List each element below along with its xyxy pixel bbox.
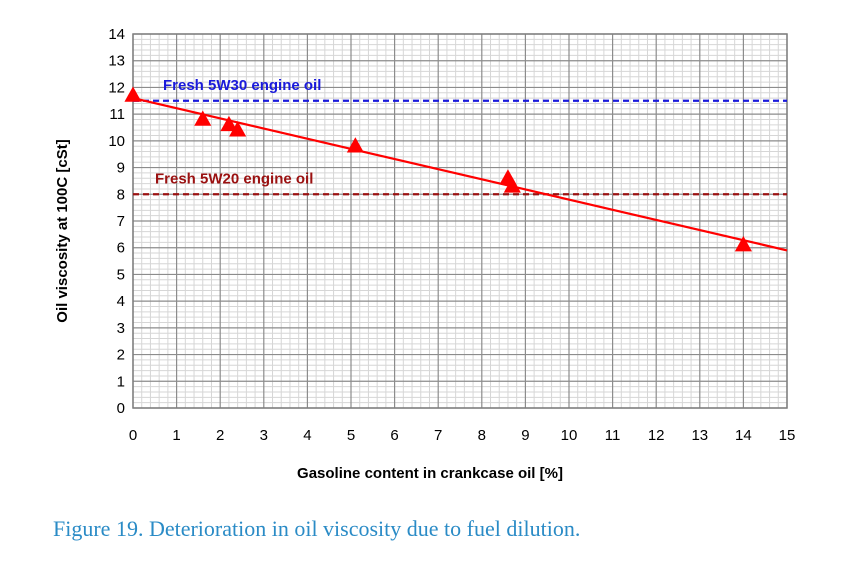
data-point-triangle <box>229 121 247 137</box>
y-tick-label: 5 <box>117 266 125 283</box>
x-tick-label: 8 <box>478 427 486 444</box>
data-point-triangle <box>734 236 752 252</box>
y-tick-label: 3 <box>117 320 125 337</box>
y-tick-label: 12 <box>108 79 125 96</box>
reference-line-label: Fresh 5W20 engine oil <box>155 170 313 187</box>
x-tick-label: 15 <box>779 427 796 444</box>
y-tick-label: 4 <box>117 293 125 310</box>
x-tick-label: 9 <box>521 427 529 444</box>
x-tick-label: 1 <box>172 427 180 444</box>
data-point-triangle <box>124 86 142 102</box>
reference-line-label: Fresh 5W30 engine oil <box>163 77 321 94</box>
data-points <box>124 86 752 252</box>
trendline-layer <box>132 97 788 252</box>
y-tick-label: 9 <box>117 160 125 177</box>
reference-lines: Fresh 5W30 engine oil Fresh 5W20 engine o… <box>133 77 787 196</box>
x-tick-label: 2 <box>216 427 224 444</box>
y-axis-label: Oil viscosity at 100C [cSt] <box>54 139 71 322</box>
x-tick-label: 6 <box>390 427 398 444</box>
y-tick-label: 8 <box>117 186 125 203</box>
x-axis-label: Gasoline content in crankcase oil [%] <box>297 465 563 482</box>
figure-caption: Figure 19. Deterioration in oil viscosit… <box>53 516 581 541</box>
x-tick-label: 11 <box>605 427 621 444</box>
y-tick-label: 13 <box>108 53 125 70</box>
y-tick-label: 0 <box>117 400 125 417</box>
x-tick-label: 4 <box>303 427 311 444</box>
y-tick-label: 2 <box>117 347 125 364</box>
data-point-triangle <box>346 137 364 153</box>
x-tick-label: 12 <box>648 427 665 444</box>
x-tick-label: 5 <box>347 427 355 444</box>
y-tick-label: 7 <box>117 213 125 230</box>
x-tick-label: 13 <box>691 427 708 444</box>
trendline <box>132 97 788 252</box>
y-tick-label: 10 <box>108 133 125 150</box>
plot-area-frame <box>132 33 788 409</box>
y-tick-label: 14 <box>108 26 125 43</box>
x-tick-label: 14 <box>735 427 752 444</box>
data-point-triangle <box>194 110 212 126</box>
data-point-triangle <box>503 177 521 193</box>
x-tick-label: 7 <box>434 427 442 444</box>
x-tick-label: 10 <box>561 427 578 444</box>
y-tick-label: 6 <box>117 240 125 257</box>
data-point-triangle <box>220 115 238 132</box>
y-tick-label: 1 <box>117 373 125 390</box>
chart: Fresh 5W30 engine oil Fresh 5W20 engine o… <box>54 26 796 482</box>
x-tick-label: 0 <box>129 427 137 444</box>
y-tick-label: 11 <box>109 106 125 123</box>
x-tick-label: 3 <box>260 427 268 444</box>
x-axis-ticks: 0 1 2 3 4 5 6 7 8 9 10 11 12 13 14 15 <box>129 427 796 444</box>
